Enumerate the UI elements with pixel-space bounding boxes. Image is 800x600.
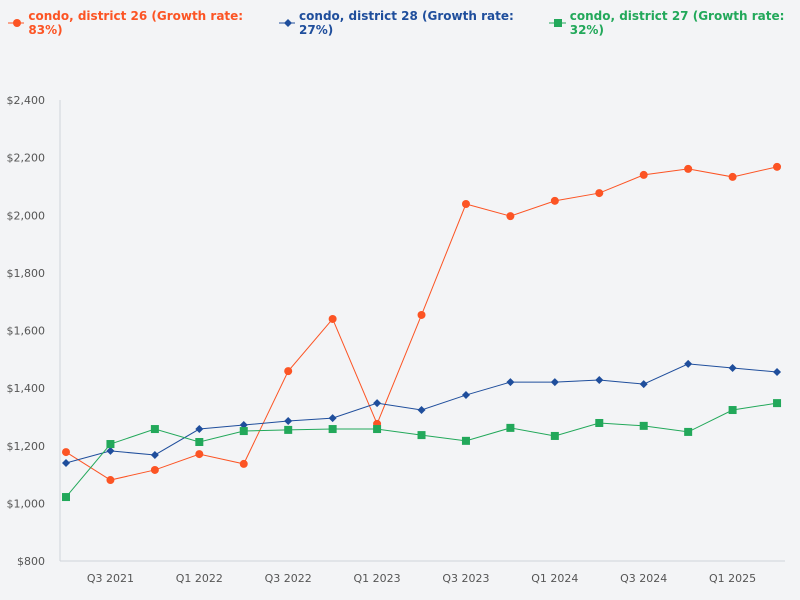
x-tick-label: Q3 2022	[265, 572, 312, 585]
data-point	[195, 425, 204, 434]
data-point	[62, 448, 70, 457]
data-point	[106, 476, 115, 485]
data-point	[684, 359, 693, 368]
legend: condo, district 26 (Growth rate: 83%) con…	[8, 9, 800, 37]
x-tick-label: Q3 2024	[620, 572, 667, 585]
data-point	[595, 189, 604, 198]
data-point	[728, 363, 737, 372]
data-point	[239, 427, 248, 436]
data-point	[461, 436, 470, 445]
data-point	[728, 172, 737, 181]
data-point	[328, 314, 337, 323]
data-point	[639, 380, 648, 389]
data-point	[150, 465, 159, 474]
legend-item[interactable]: condo, district 26 (Growth rate: 83%)	[8, 9, 259, 37]
data-point	[684, 164, 693, 173]
data-point	[506, 378, 515, 387]
x-tick-label: Q1 2022	[176, 572, 223, 585]
x-tick-label: Q1 2025	[709, 572, 756, 585]
data-point	[417, 406, 426, 415]
data-point	[684, 427, 693, 436]
y-tick-label: $2,400	[7, 94, 46, 107]
x-tick-label: Q1 2024	[531, 572, 578, 585]
data-point	[506, 423, 515, 432]
diamond-marker-icon	[278, 19, 296, 27]
y-tick-label: $1,800	[7, 267, 46, 280]
data-point	[62, 493, 70, 502]
data-point	[150, 425, 159, 434]
data-point	[284, 367, 293, 376]
legend-label: condo, district 27 (Growth rate: 32%)	[569, 9, 785, 37]
data-point	[595, 376, 604, 385]
legend-label: condo, district 26 (Growth rate: 83%)	[28, 9, 244, 37]
data-point	[639, 170, 648, 179]
data-point	[639, 421, 648, 430]
data-point	[195, 438, 204, 447]
x-tick-label: Q1 2023	[354, 572, 401, 585]
data-point	[550, 431, 559, 440]
y-tick-label: $800	[17, 555, 45, 568]
data-point	[239, 421, 248, 430]
x-tick-label: Q3 2021	[87, 572, 134, 585]
series-line-2	[65, 402, 778, 498]
y-tick-label: $2,000	[7, 209, 46, 222]
data-point	[773, 162, 782, 171]
data-point	[373, 399, 382, 408]
circle-marker-icon	[8, 19, 25, 27]
data-point	[106, 446, 115, 455]
legend-label: condo, district 28 (Growth rate: 27%)	[299, 9, 514, 37]
square-marker-icon	[549, 19, 566, 27]
y-tick-label: $1,600	[7, 325, 46, 338]
data-point	[284, 416, 293, 425]
data-point	[550, 378, 559, 387]
data-point	[373, 425, 382, 434]
data-point	[328, 414, 337, 423]
data-point	[150, 450, 159, 459]
y-tick-label: $1,200	[7, 440, 46, 453]
data-point	[461, 391, 470, 400]
legend-item[interactable]: condo, district 28 (Growth rate: 27%)	[278, 9, 530, 37]
data-point	[195, 450, 204, 459]
data-point	[506, 212, 515, 221]
data-point	[773, 367, 782, 376]
data-point	[106, 440, 115, 449]
data-point	[550, 196, 559, 205]
y-tick-label: $2,200	[7, 152, 46, 165]
data-point	[461, 200, 470, 209]
y-tick-label: $1,400	[7, 382, 46, 395]
data-point	[62, 459, 70, 468]
data-point	[417, 431, 426, 440]
data-point	[328, 425, 337, 434]
data-point	[595, 418, 604, 427]
data-point	[239, 459, 248, 468]
data-point	[284, 425, 293, 434]
y-tick-label: $1,000	[7, 497, 46, 510]
data-point	[773, 399, 782, 408]
legend-item[interactable]: condo, district 27 (Growth rate: 32%)	[549, 9, 800, 37]
data-point	[417, 310, 426, 319]
data-point	[728, 406, 737, 415]
x-tick-label: Q3 2023	[442, 572, 489, 585]
